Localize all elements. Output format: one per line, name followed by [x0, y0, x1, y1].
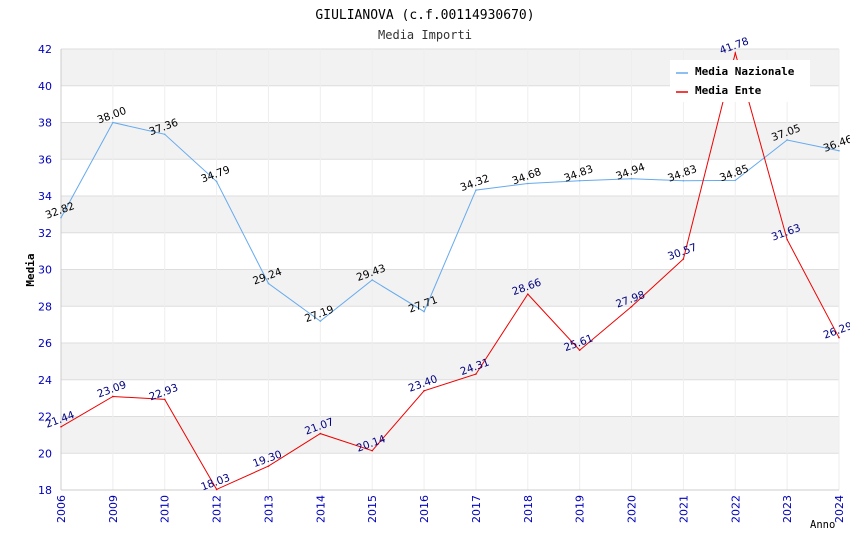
legend: Media Nazionale Media Ente: [670, 60, 810, 102]
data-point: [475, 373, 477, 375]
x-tick-label: 2022: [729, 495, 742, 523]
data-label-nazionale: 34.79: [199, 164, 231, 186]
y-tick-label: 26: [38, 337, 52, 350]
y-tick-label: 24: [38, 374, 52, 387]
data-point: [267, 282, 270, 285]
x-tick-label: 2018: [522, 495, 535, 523]
y-tick-label: 32: [38, 227, 52, 240]
data-point: [682, 258, 685, 260]
data-label-ente: 26.29: [822, 320, 850, 342]
data-point: [319, 320, 322, 322]
data-point: [578, 349, 581, 351]
data-label-ente: 22.93: [148, 382, 180, 404]
chart-title: GIULIANOVA (c.f.00114930670): [315, 8, 534, 23]
x-tick-label: 2016: [418, 495, 431, 523]
y-tick-label: 42: [38, 43, 52, 56]
data-label-nazionale: 27.19: [303, 304, 335, 326]
y-tick-label: 38: [38, 117, 52, 130]
data-point: [319, 432, 322, 435]
y-tick-label: 40: [38, 80, 52, 93]
data-point: [60, 425, 62, 428]
data-point: [527, 182, 529, 185]
data-label-nazionale: 34.32: [459, 173, 491, 195]
x-axis-label: Anno: [810, 519, 835, 531]
data-point: [838, 336, 840, 339]
data-label-nazionale: 34.68: [511, 166, 543, 188]
data-point: [423, 310, 425, 313]
x-tick-label: 2021: [677, 495, 690, 523]
x-tick-label: 2015: [366, 495, 379, 523]
x-tick-label: 2024: [833, 495, 846, 523]
x-tick-label: 2014: [314, 495, 327, 523]
data-point: [682, 179, 685, 182]
data-point: [578, 179, 581, 182]
gridlines: [60, 48, 840, 491]
y-axis-label: Media: [24, 253, 37, 286]
data-point: [838, 149, 840, 152]
data-label-nazionale: 34.85: [718, 163, 750, 185]
y-tick-label: 28: [38, 300, 52, 313]
data-point: [112, 121, 114, 124]
legend-label-ente: Media Ente: [695, 84, 762, 97]
series-line-media-nazionale: [60, 121, 840, 322]
data-point: [112, 395, 114, 398]
plot-frame: [60, 49, 839, 491]
x-tick-label: 2019: [574, 495, 587, 523]
chart-subtitle: Media Importi: [378, 28, 472, 42]
x-tick-label: 2020: [626, 495, 639, 523]
data-point: [630, 305, 633, 308]
data-label-nazionale: 34.83: [666, 163, 698, 185]
data-label-nazionale: 34.83: [562, 163, 594, 185]
data-point: [630, 177, 633, 180]
data-point: [60, 216, 62, 219]
band: [61, 122, 839, 160]
y-tick-label: 30: [38, 264, 52, 277]
y-tick-label: 36: [38, 153, 52, 166]
x-tick-label: 2023: [781, 495, 794, 523]
y-tick-label: 22: [38, 411, 52, 424]
data-point: [163, 133, 166, 136]
band: [61, 343, 839, 380]
x-tick-label: 2006: [55, 495, 68, 523]
data-point: [786, 238, 788, 241]
data-point: [734, 179, 737, 182]
y-tick-label: 20: [38, 447, 52, 460]
x-tick-label: 2010: [159, 495, 172, 523]
data-point: [371, 279, 374, 281]
band: [61, 269, 839, 307]
legend-label-nazionale: Media Nazionale: [695, 65, 795, 78]
series-line-media-ente: [60, 51, 840, 491]
legend-box: [670, 60, 810, 102]
data-point: [163, 398, 166, 401]
data-point: [215, 180, 218, 183]
data-point: [267, 465, 270, 467]
y-axis-ticks: 18 20 22 24 26 28 30 32 34 36 38 40 42: [38, 43, 52, 497]
x-tick-label: 2009: [107, 495, 120, 523]
band: [61, 196, 839, 233]
data-point: [371, 449, 374, 452]
data-point: [215, 488, 218, 491]
data-point: [475, 189, 477, 191]
data-point: [734, 52, 737, 54]
band: [61, 416, 839, 454]
data-point: [786, 139, 788, 141]
x-axis-ticks: 2006 2009 2010 2012 2013 2014 2015 2016 2017 2018…: [55, 495, 846, 523]
data-point: [527, 293, 529, 295]
x-tick-label: 2012: [211, 495, 224, 523]
y-tick-label: 18: [38, 484, 52, 497]
y-tick-label: 34: [38, 190, 52, 203]
x-tick-label: 2017: [470, 495, 483, 523]
data-point: [423, 389, 425, 392]
series-lines: [60, 51, 840, 491]
x-tick-label: 2013: [262, 495, 275, 523]
